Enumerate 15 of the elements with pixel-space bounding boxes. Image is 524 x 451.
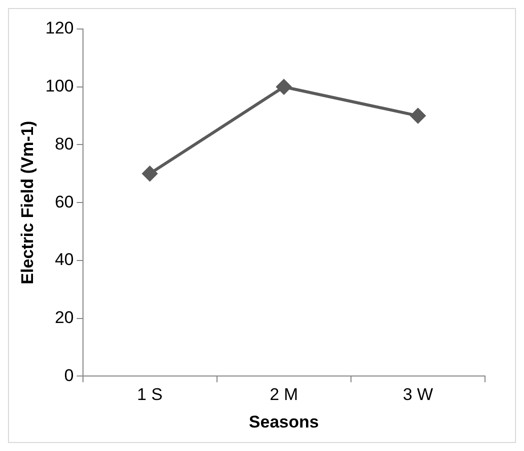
y-axis-title: Electric Field (Vm-1) (18, 120, 37, 284)
y-tick-label: 0 (64, 366, 74, 385)
y-tick-label: 40 (54, 250, 74, 270)
x-tick-label: 1 S (137, 385, 163, 404)
y-tick-label: 60 (54, 192, 74, 212)
y-tick-label: 20 (54, 308, 74, 328)
y-tick-label: 100 (45, 76, 74, 96)
point (276, 79, 292, 94)
point (142, 166, 158, 182)
y-tick-label: 80 (54, 134, 74, 154)
x-tick-label: 2 M (270, 385, 298, 404)
x-tick-label: 3 W (402, 385, 434, 404)
y-tick-label: 120 (45, 18, 74, 38)
point (410, 108, 426, 124)
x-axis-title: Seasons (248, 412, 319, 432)
